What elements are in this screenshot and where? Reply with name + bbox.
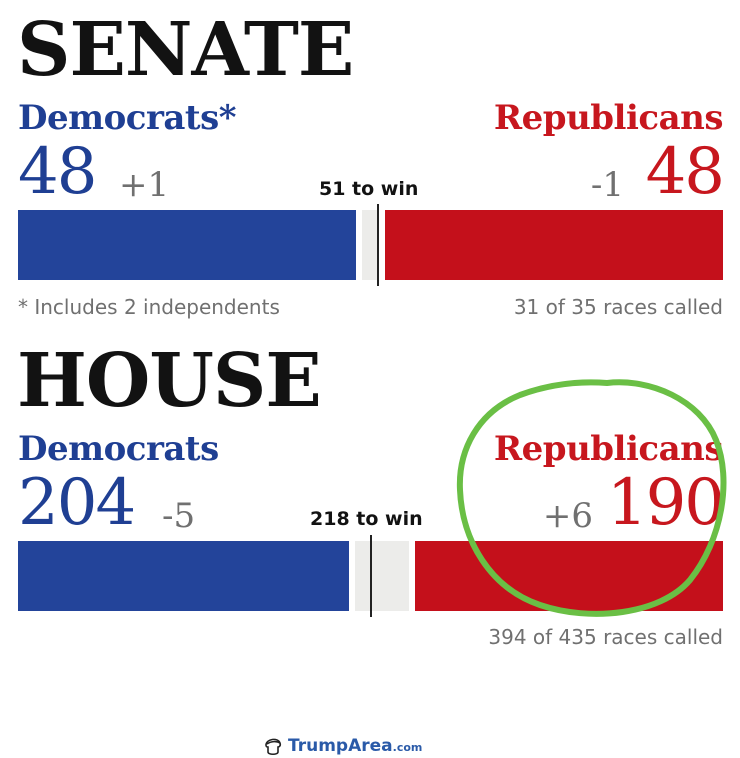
house-win-line (370, 535, 373, 617)
senate-to-win: 51 to win (319, 178, 419, 200)
watermark-brand: TrumpArea (288, 735, 393, 756)
senate-rep-bar (384, 210, 723, 280)
senate-rep-change: -1 (590, 165, 624, 205)
house-rep-seats: 190 (606, 466, 725, 540)
senate-dem-bar (18, 210, 357, 280)
house-dem-label: Democrats (18, 429, 219, 469)
senate-dem-label: Democrats* (18, 98, 237, 138)
trump-head-icon (265, 738, 282, 756)
senate-dem-seats: 48 (18, 135, 97, 209)
house-dem-seats: 204 (18, 466, 136, 540)
senate-seat-bar (18, 204, 723, 286)
senate-dem-change: +1 (119, 165, 170, 205)
senate-rep-seats: 48 (645, 135, 725, 209)
senate-title: SENATE (17, 7, 354, 93)
watermark: TrumpArea.com (262, 735, 422, 757)
house-to-win: 218 to win (310, 508, 423, 530)
house-title: HOUSE (17, 338, 322, 424)
house-races-called: 394 of 435 races called (488, 625, 723, 649)
house-undecided-bar (354, 541, 410, 611)
house-seat-bar (18, 535, 723, 617)
senate-undecided-bar (362, 210, 379, 280)
senate-races-called: 31 of 35 races called (513, 295, 723, 319)
house-dem-bar (18, 541, 349, 611)
senate-footnote: * Includes 2 independents (18, 295, 280, 319)
house-rep-label: Republicans (493, 429, 724, 469)
senate-rep-label: Republicans (493, 98, 724, 138)
watermark-suffix: .com (392, 740, 423, 754)
house-dem-change: -5 (162, 496, 196, 536)
watermark-text: TrumpArea.com (288, 735, 423, 756)
senate-win-line (376, 204, 379, 286)
house-rep-change: +6 (542, 496, 593, 536)
house-rep-bar (415, 541, 723, 611)
